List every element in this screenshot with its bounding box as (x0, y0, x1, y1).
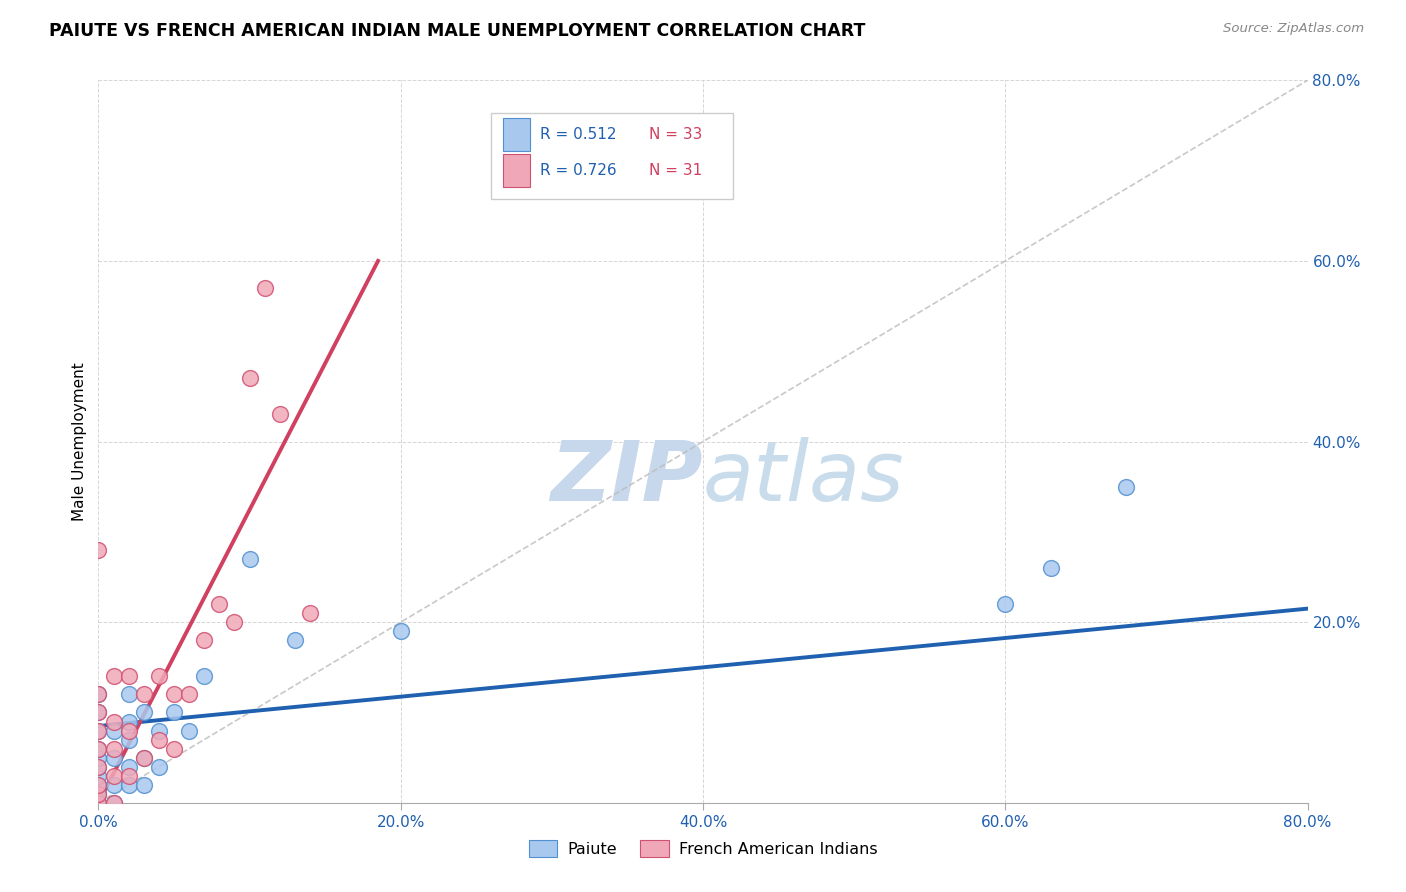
Point (163, 706, 186, 720)
Point (148, 723, 170, 738)
Point (148, 732, 170, 747)
Text: N = 31: N = 31 (648, 163, 702, 178)
Point (87, 796, 110, 810)
Point (193, 669, 215, 683)
Point (148, 760, 170, 774)
Point (118, 760, 141, 774)
Point (179, 723, 201, 738)
Point (87, 706, 110, 720)
Point (103, 669, 125, 683)
Point (103, 778, 125, 792)
Point (269, 408, 291, 422)
Point (239, 552, 262, 566)
Text: N = 33: N = 33 (648, 127, 702, 142)
Point (224, 615, 246, 630)
FancyBboxPatch shape (503, 119, 530, 151)
Text: atlas: atlas (703, 437, 904, 518)
Point (148, 669, 170, 683)
FancyBboxPatch shape (492, 112, 734, 200)
Point (87, 687, 110, 701)
Point (103, 723, 125, 738)
Point (389, 624, 412, 639)
Point (132, 750, 155, 764)
Point (87, 769, 110, 783)
Point (163, 687, 186, 701)
FancyBboxPatch shape (503, 154, 530, 186)
Point (103, 714, 125, 729)
Point (132, 778, 155, 792)
Text: R = 0.512: R = 0.512 (540, 127, 616, 142)
Text: Source: ZipAtlas.com: Source: ZipAtlas.com (1223, 22, 1364, 36)
Point (103, 769, 125, 783)
Point (87, 706, 110, 720)
Y-axis label: Male Unemployment: Male Unemployment (72, 362, 87, 521)
Point (1115, 480, 1137, 494)
Point (299, 606, 322, 620)
Point (132, 750, 155, 764)
Point (118, 732, 141, 747)
Point (208, 597, 231, 611)
Point (118, 778, 141, 792)
Point (239, 371, 262, 385)
Point (132, 706, 155, 720)
Point (87, 723, 110, 738)
Point (103, 741, 125, 756)
Point (87, 796, 110, 810)
Point (118, 769, 141, 783)
Point (284, 633, 307, 648)
Point (87, 741, 110, 756)
Point (163, 741, 186, 756)
Point (87, 760, 110, 774)
Point (87, 750, 110, 764)
Point (179, 687, 201, 701)
Legend: Paiute, French American Indians: Paiute, French American Indians (522, 834, 884, 863)
Text: R = 0.726: R = 0.726 (540, 163, 616, 178)
Point (132, 687, 155, 701)
Point (193, 633, 215, 648)
Point (87, 778, 110, 792)
Point (87, 741, 110, 756)
Point (994, 597, 1017, 611)
Point (118, 723, 141, 738)
Point (103, 750, 125, 764)
Point (103, 796, 125, 810)
Point (87, 542, 110, 557)
Text: PAIUTE VS FRENCH AMERICAN INDIAN MALE UNEMPLOYMENT CORRELATION CHART: PAIUTE VS FRENCH AMERICAN INDIAN MALE UN… (49, 22, 866, 40)
Point (87, 778, 110, 792)
Point (87, 787, 110, 801)
Point (1039, 561, 1062, 575)
Point (87, 787, 110, 801)
Text: ZIP: ZIP (550, 437, 703, 518)
Point (118, 714, 141, 729)
Point (87, 723, 110, 738)
Point (103, 796, 125, 810)
Point (118, 687, 141, 701)
Point (87, 760, 110, 774)
Point (118, 669, 141, 683)
Point (87, 687, 110, 701)
Point (253, 281, 276, 295)
